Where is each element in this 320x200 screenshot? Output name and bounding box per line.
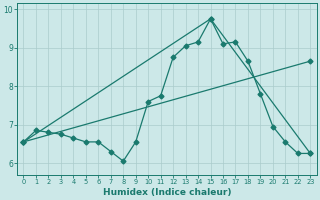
- X-axis label: Humidex (Indice chaleur): Humidex (Indice chaleur): [103, 188, 231, 197]
